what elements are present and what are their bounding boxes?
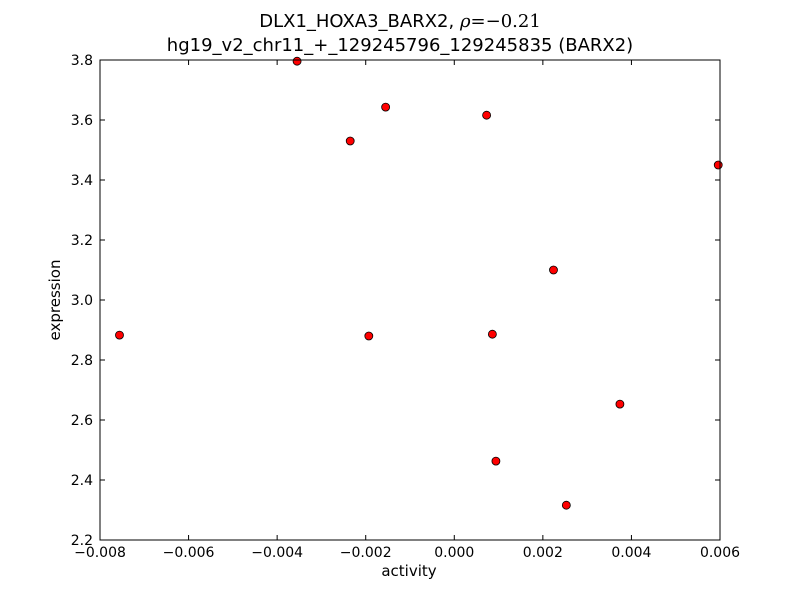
x-tick-label: 0.006 bbox=[700, 545, 740, 561]
chart-title-line-1: DLX1_HOXA3_BARX2, ρ=−0.21 bbox=[0, 11, 800, 32]
y-tick-label: 2.8 bbox=[71, 353, 93, 369]
y-tick-label: 2.6 bbox=[71, 413, 93, 429]
x-tick-label: 0.000 bbox=[434, 545, 474, 561]
scatter-point bbox=[713, 160, 723, 170]
title-text: DLX1_HOXA3_BARX2, bbox=[259, 11, 460, 32]
scatter-point bbox=[482, 110, 492, 120]
scatter-point bbox=[345, 136, 355, 146]
y-tick-label: 3.6 bbox=[71, 113, 93, 129]
tick-labels: −0.008 −0.006 −0.004 −0.002 0.000 0.002 0.004 0… bbox=[71, 53, 740, 561]
y-tick-label: 3.8 bbox=[71, 53, 93, 69]
x-tick-label: −0.004 bbox=[251, 545, 303, 561]
scatter-point bbox=[615, 399, 625, 409]
title-rho-symbol: ρ bbox=[459, 11, 471, 32]
axis-ticks bbox=[99, 59, 721, 541]
x-tick-label: 0.004 bbox=[611, 545, 651, 561]
x-tick-label: −0.008 bbox=[74, 545, 126, 561]
y-tick-label: 3.4 bbox=[71, 173, 93, 189]
data-points bbox=[115, 56, 723, 510]
scatter-point bbox=[115, 330, 124, 340]
x-tick-label: −0.006 bbox=[163, 545, 215, 561]
x-tick-label: 0.002 bbox=[523, 545, 563, 561]
y-axis-label: expression bbox=[46, 259, 64, 341]
y-tick-label: 3.0 bbox=[71, 293, 93, 309]
y-tick-label: 3.2 bbox=[71, 233, 93, 249]
x-axis-label: activity bbox=[381, 562, 437, 580]
scatter-point bbox=[381, 102, 391, 112]
scatter-point bbox=[292, 56, 302, 66]
x-tick-label: −0.002 bbox=[340, 545, 392, 561]
scatter-point bbox=[364, 331, 374, 341]
title-rho-value: =−0.21 bbox=[470, 11, 541, 32]
scatter-point bbox=[549, 265, 558, 275]
scatter-point bbox=[491, 456, 501, 466]
chart-title-line-2: hg19_v2_chr11_+_129245796_129245835 (BAR… bbox=[166, 35, 634, 56]
y-tick-label: 2.2 bbox=[71, 533, 93, 549]
scatter-point bbox=[561, 500, 571, 510]
axes-frame bbox=[99, 59, 721, 541]
scatter-point bbox=[487, 329, 497, 339]
y-tick-label: 2.4 bbox=[71, 473, 93, 489]
